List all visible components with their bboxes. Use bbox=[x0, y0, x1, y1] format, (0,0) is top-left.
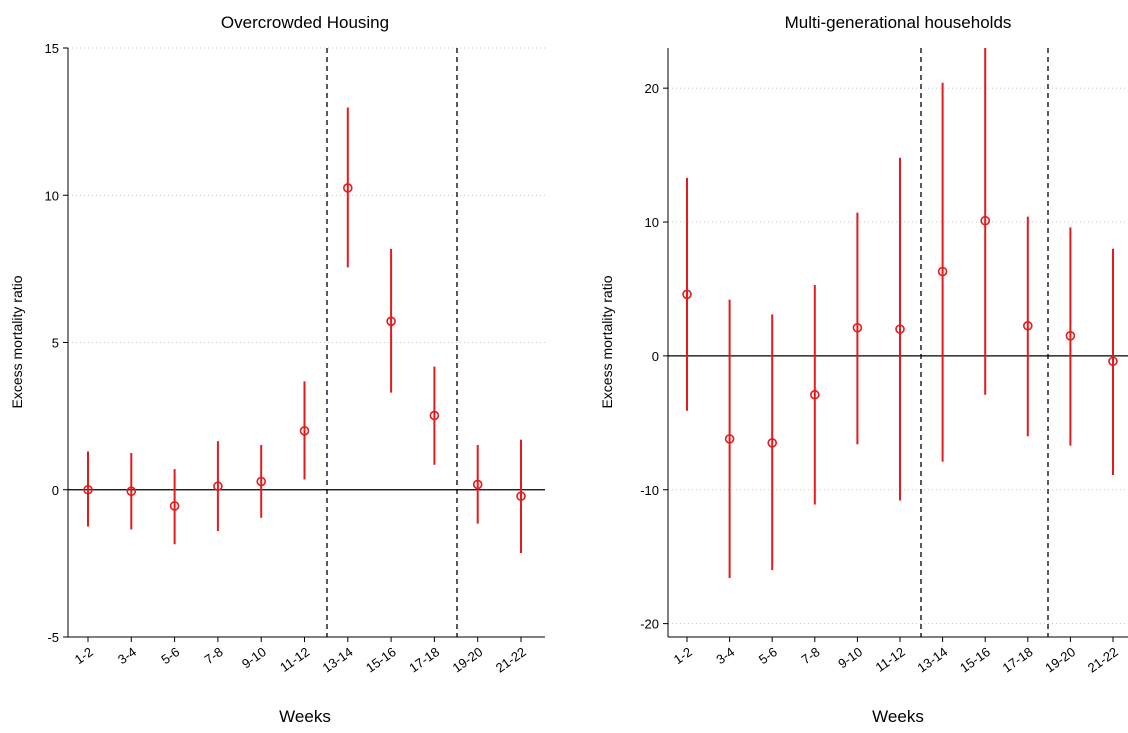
point-estimate bbox=[937, 266, 948, 277]
plot-area: -20 -10 0 10 20 1-2 3-4 5-6 7-8 9-10 11-12 13-14 15-… bbox=[640, 48, 1128, 676]
point-estimate bbox=[1065, 331, 1076, 341]
chart-panel-overcrowded-housing: Overcrowded Housing Weeks Excess mortali… bbox=[9, 13, 545, 726]
y-axis-label: Excess mortality ratio bbox=[599, 275, 615, 408]
point-estimate bbox=[386, 316, 396, 327]
x-axis-label: Weeks bbox=[872, 707, 924, 726]
point-estimate bbox=[299, 426, 310, 436]
x-axis-label: Weeks bbox=[279, 707, 331, 726]
x-tick-label: 13-14 bbox=[914, 644, 950, 675]
y-tick-label: -10 bbox=[640, 483, 659, 498]
y-tick-label: 20 bbox=[645, 81, 659, 96]
x-tick-label: 1-2 bbox=[671, 644, 695, 667]
x-tick-label: 19-20 bbox=[450, 644, 486, 675]
point-estimate bbox=[767, 438, 778, 448]
point-estimate bbox=[895, 324, 905, 334]
y-axis-label: Excess mortality ratio bbox=[9, 275, 25, 408]
point-estimate bbox=[472, 479, 483, 490]
x-tick-label: 3-4 bbox=[115, 644, 139, 667]
chart-title: Overcrowded Housing bbox=[221, 13, 389, 32]
x-tick-label: 19-20 bbox=[1042, 644, 1078, 675]
y-tick-label: 0 bbox=[52, 483, 59, 498]
point-estimate bbox=[126, 486, 137, 497]
point-estimate bbox=[169, 501, 180, 511]
y-tick-label: 15 bbox=[45, 41, 59, 56]
x-tick-label: 5-6 bbox=[158, 644, 182, 667]
point-estimate bbox=[980, 215, 991, 226]
point-estimate bbox=[1108, 356, 1118, 367]
x-tick-label: 1-2 bbox=[72, 644, 96, 667]
x-tick-label: 9-10 bbox=[239, 644, 269, 671]
chart-panel-multi-generational-households: Multi-generational households Weeks Exce… bbox=[599, 13, 1128, 726]
x-tick-label: 13-14 bbox=[320, 644, 356, 675]
y-tick-label: -20 bbox=[640, 617, 659, 632]
x-tick-label: 21-22 bbox=[493, 644, 529, 675]
point-estimate bbox=[724, 434, 735, 444]
x-tick-label: 5-6 bbox=[756, 644, 780, 667]
x-tick-label: 9-10 bbox=[835, 644, 865, 671]
x-tick-label: 15-16 bbox=[363, 644, 399, 675]
point-estimate bbox=[809, 389, 820, 400]
x-tick-label: 7-8 bbox=[202, 644, 226, 667]
point-estimate bbox=[83, 484, 93, 495]
x-tick-label: 17-18 bbox=[1000, 644, 1036, 675]
x-tick-label: 7-8 bbox=[799, 644, 823, 667]
x-tick-label: 11-12 bbox=[277, 644, 312, 675]
point-estimate bbox=[852, 322, 863, 333]
chart-title: Multi-generational households bbox=[785, 13, 1012, 32]
y-tick-label: 10 bbox=[645, 215, 659, 230]
x-tick-label: 21-22 bbox=[1085, 644, 1121, 675]
y-tick-label: 0 bbox=[652, 349, 659, 364]
point-estimate bbox=[516, 491, 526, 502]
y-tick-label: 10 bbox=[45, 188, 59, 203]
point-estimate bbox=[1023, 320, 1033, 331]
point-estimate bbox=[342, 183, 353, 193]
x-tick-label: 17-18 bbox=[406, 644, 442, 675]
point-estimate bbox=[682, 289, 692, 300]
x-tick-label: 3-4 bbox=[713, 644, 737, 667]
point-estimate bbox=[256, 476, 267, 487]
point-estimate bbox=[213, 481, 223, 492]
x-tick-label: 15-16 bbox=[957, 644, 993, 675]
x-tick-label: 11-12 bbox=[873, 644, 908, 675]
point-estimate bbox=[429, 410, 440, 421]
y-tick-label: 5 bbox=[52, 336, 59, 351]
y-tick-label: -5 bbox=[47, 630, 59, 645]
